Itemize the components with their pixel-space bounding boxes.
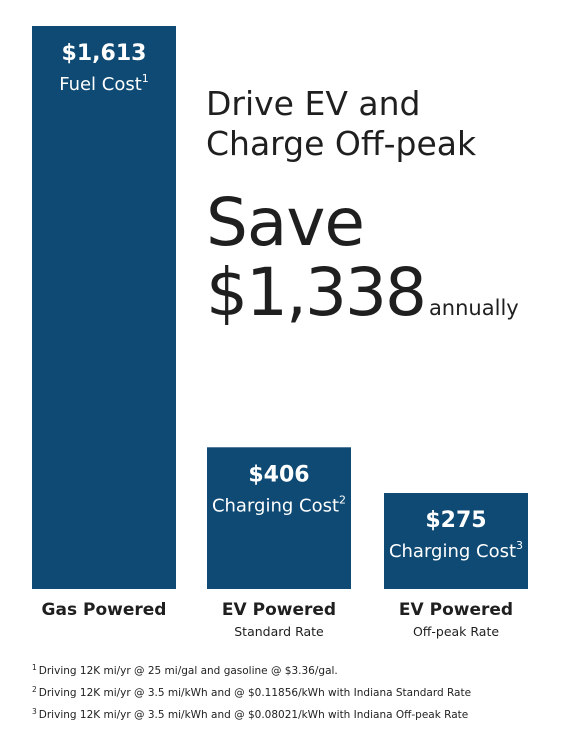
footnote-2: 2 Driving 12K mi/yr @ 3.5 mi/kWh and @ $0… <box>32 682 552 704</box>
bar-3 <box>384 493 528 589</box>
footnote-3-text: Driving 12K mi/yr @ 3.5 mi/kWh and @ $0.… <box>38 709 469 721</box>
footnote-1-mark: 1 <box>32 662 37 672</box>
bar-1 <box>32 26 176 589</box>
category-label-2: EV Powered <box>222 600 336 620</box>
bar-1-value-label: $1,613 <box>62 41 147 66</box>
footnotes: 1 Driving 12K mi/yr @ 25 mi/gal and gasol… <box>32 660 552 726</box>
bar-1-cost-label: Fuel Cost1 <box>59 72 149 95</box>
footnote-3: 3 Driving 12K mi/yr @ 3.5 mi/kWh and @ $0… <box>32 704 552 726</box>
category-label-3: EV Powered <box>399 600 513 620</box>
savings-amount: $1,338 <box>206 254 427 331</box>
footnote-2-mark: 2 <box>32 684 37 694</box>
headline-line-2: Charge Off-peak <box>206 124 477 163</box>
footnote-3-mark: 3 <box>32 706 37 716</box>
headline: Drive EV and Charge Off-peak <box>206 84 546 164</box>
savings-amount-row: $1,338 annually <box>206 258 519 328</box>
footnote-2-text: Driving 12K mi/yr @ 3.5 mi/kWh and @ $0.… <box>38 687 472 699</box>
save-word: Save <box>206 184 365 261</box>
bar-3-cost-label: Charging Cost3 <box>389 539 523 562</box>
bar-2 <box>207 447 351 589</box>
savings-unit: annually <box>428 296 519 320</box>
bar-3-value-label: $275 <box>425 508 486 533</box>
bar-2-value-label: $406 <box>248 462 309 487</box>
footnote-1-text: Driving 12K mi/yr @ 25 mi/gal and gasoli… <box>38 665 338 677</box>
footnote-1: 1 Driving 12K mi/yr @ 25 mi/gal and gasol… <box>32 660 552 682</box>
category-label-1: Gas Powered <box>42 600 167 620</box>
category-subtitle-3: Off-peak Rate <box>413 624 499 639</box>
bar-2-cost-label: Charging Cost2 <box>212 493 346 516</box>
headline-line-1: Drive EV and <box>206 84 421 123</box>
category-subtitle-2: Standard Rate <box>234 624 324 639</box>
